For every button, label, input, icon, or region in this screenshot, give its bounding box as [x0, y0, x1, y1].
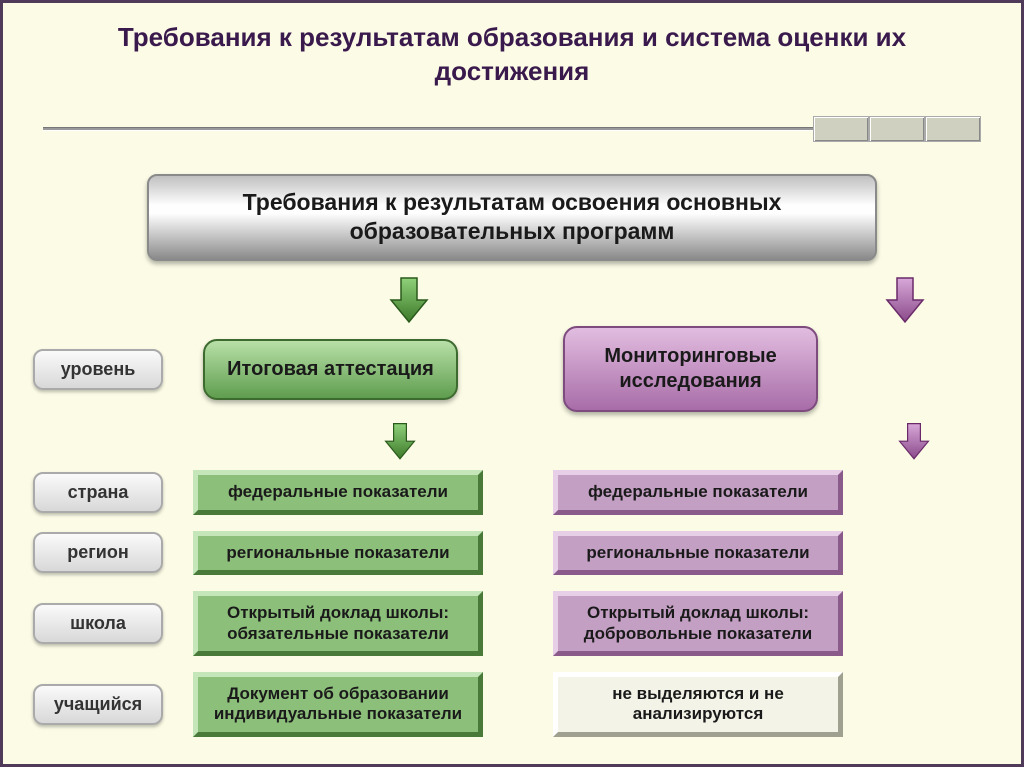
- arrow-down-green-small-icon: [380, 422, 420, 462]
- box-school-left: Открытый доклад школы: обязательные пока…: [193, 591, 483, 656]
- box-school-right: Открытый доклад школы: добровольные пока…: [553, 591, 843, 656]
- label-student: учащийся: [33, 684, 163, 725]
- label-level: уровень: [33, 349, 163, 390]
- divider: [43, 114, 981, 144]
- row-region: регион региональные показатели региональ…: [33, 531, 991, 575]
- box-attestation: Итоговая аттестация: [203, 339, 458, 400]
- header-box: Требования к результатам освоения основн…: [147, 174, 877, 262]
- arrow-down-purple-small-icon: [894, 422, 934, 462]
- box-monitoring: Мониторинговые исследования: [563, 326, 818, 412]
- label-school: школа: [33, 603, 163, 644]
- arrow-down-green-icon: [384, 276, 434, 326]
- box-regional-right: региональные показатели: [553, 531, 843, 575]
- box-student-left: Документ об образовании индивидуальные п…: [193, 672, 483, 737]
- row-country: страна федеральные показатели федеральны…: [33, 470, 991, 514]
- box-federal-left: федеральные показатели: [193, 470, 483, 514]
- top-arrows: [33, 276, 991, 326]
- label-country: страна: [33, 472, 163, 513]
- row-student: учащийся Документ об образовании индивид…: [33, 672, 991, 737]
- level-row: уровень Итоговая аттестация Мониторингов…: [33, 326, 991, 412]
- row-school: школа Открытый доклад школы: обязательны…: [33, 591, 991, 656]
- box-regional-left: региональные показатели: [193, 531, 483, 575]
- label-region: регион: [33, 532, 163, 573]
- box-student-right: не выделяются и не анализируются: [553, 672, 843, 737]
- page-title: Требования к результатам образования и с…: [3, 3, 1021, 99]
- box-federal-right: федеральные показатели: [553, 470, 843, 514]
- arrow-down-purple-icon: [880, 276, 930, 326]
- small-arrows: [33, 422, 991, 462]
